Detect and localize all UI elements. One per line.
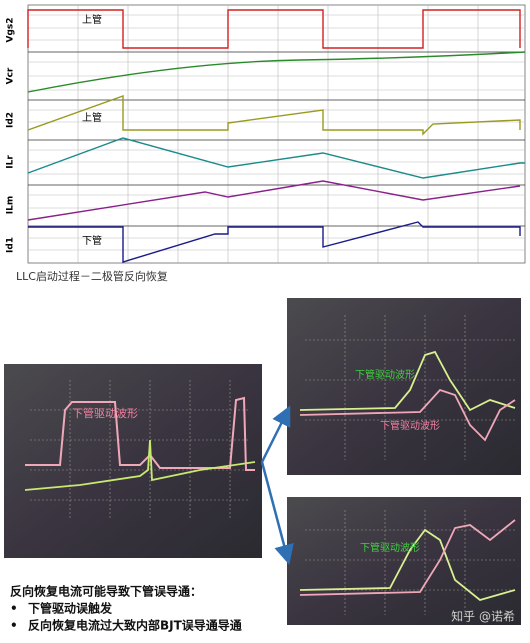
scope-trace (299, 350, 516, 412)
annotation: 上管 (82, 111, 102, 124)
scope-label: 下管驱动波形 (355, 368, 415, 381)
scope-screen (287, 298, 521, 475)
scope-photo: 下管驱动波形 (4, 364, 262, 558)
scope-label: 下管驱动波形 (360, 541, 420, 554)
waveform-plot: Vgs2 Vcr Id2 ILr ILm Id1 上管 上管 下管 (6, 4, 526, 264)
plot-frame (27, 4, 526, 264)
scope-screen (4, 364, 262, 558)
scope-trace (24, 439, 256, 491)
panel-dividers (28, 51, 525, 227)
arrows (260, 405, 294, 565)
scope-trace (25, 396, 255, 471)
scope-photo: 下管驱动波形 下管驱动波形 (287, 298, 521, 475)
ilr-trace (27, 137, 525, 179)
panel-label: Vgs2 (6, 17, 16, 42)
scope-label: 下管驱动波形 (72, 406, 138, 420)
panel-label: Id1 (6, 237, 16, 253)
bullet-mark: • (10, 619, 18, 633)
vcr-trace (27, 51, 526, 93)
annotation: 下管 (82, 234, 102, 247)
panel-label: ILm (6, 196, 16, 214)
scope-trace (299, 388, 516, 442)
arrow (260, 405, 291, 463)
ilm-trace (27, 180, 521, 221)
bullet-mark: • (10, 602, 18, 616)
arrow (260, 461, 294, 565)
bullet: 反向恢复电流过大致内部BJT误导通导通 (28, 618, 242, 633)
scope-trace (299, 519, 516, 596)
scope-photo: 下管驱动波形 (287, 497, 521, 625)
panel-label: ILr (6, 155, 16, 169)
id2-trace (27, 95, 521, 136)
bullet: 下管驱动误触发 (28, 601, 113, 616)
annotation: 上管 (82, 13, 102, 26)
scope-trace (299, 528, 516, 601)
caption: LLC启动过程－二极管反向恢复 (16, 269, 168, 283)
panel-label: Vcr (6, 67, 16, 84)
id1-trace (28, 221, 521, 263)
watermark: 知乎 @诺希 (451, 609, 515, 624)
scope-label: 下管驱动波形 (380, 419, 440, 432)
panel-label: Id2 (6, 112, 16, 128)
vgs2-trace (27, 9, 521, 49)
body-heading: 反向恢复电流可能导致下管误导通： (10, 584, 202, 599)
